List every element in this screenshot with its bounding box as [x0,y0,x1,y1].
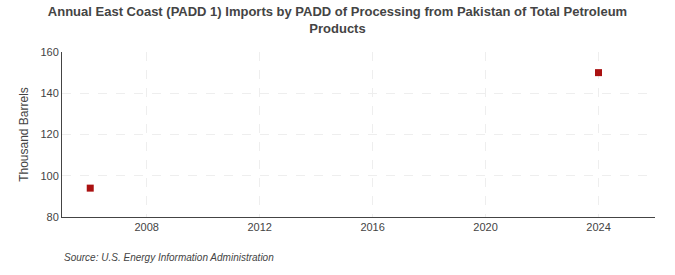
svg-text:140: 140 [40,87,58,99]
svg-text:Source: U.S. Energy Informatio: Source: U.S. Energy Information Administ… [64,252,274,263]
svg-text:160: 160 [40,46,58,58]
svg-text:2012: 2012 [247,221,271,233]
svg-text:2008: 2008 [134,221,158,233]
svg-text:80: 80 [47,211,59,223]
svg-text:2024: 2024 [586,221,610,233]
svg-text:2020: 2020 [473,221,497,233]
svg-text:2016: 2016 [360,221,384,233]
svg-text:100: 100 [40,170,58,182]
svg-text:Thousand Barrels: Thousand Barrels [17,87,31,182]
svg-text:Annual East Coast (PADD 1) Imp: Annual East Coast (PADD 1) Imports by PA… [48,4,627,36]
svg-text:120: 120 [40,128,58,140]
